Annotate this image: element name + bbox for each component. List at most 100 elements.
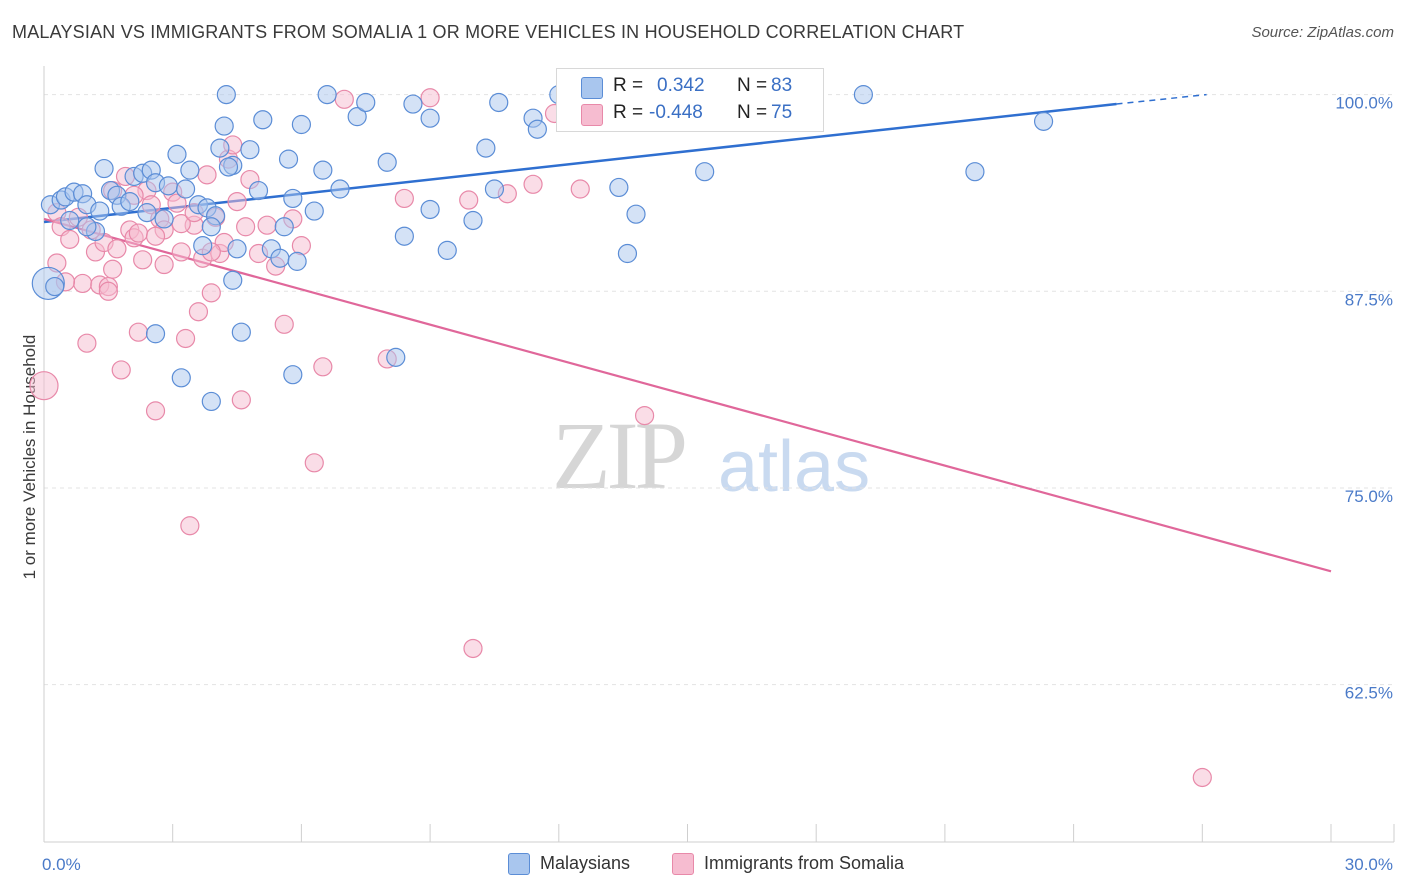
legend-label: Malaysians	[540, 853, 631, 873]
somalia-point	[394, 188, 414, 209]
malaysian-point	[317, 85, 337, 105]
malaysian-point	[313, 160, 333, 180]
legend-r-label: R =	[613, 102, 644, 123]
x-tick-label: 0.0%	[42, 855, 81, 874]
malaysian-point	[201, 217, 221, 237]
somalia-point	[180, 516, 200, 536]
malaysian-point	[240, 140, 260, 160]
somalia-point	[107, 239, 127, 259]
somalia-point	[188, 302, 209, 322]
malaysian-point	[253, 110, 273, 130]
malaysian-point	[965, 162, 985, 182]
malaysian-point	[193, 236, 213, 256]
malaysian-point	[201, 391, 221, 412]
somalia-point	[236, 217, 256, 237]
malaysian-point	[175, 179, 196, 199]
trend-lines	[43, 93, 1332, 573]
somalia-point	[29, 371, 59, 401]
stats-legend: R = 0.342 N = 83 R = -0.448 N = 75	[556, 68, 824, 132]
tick-labels: 100.0% 87.5% 75.0% 62.5% 0.0% 30.0%	[42, 94, 1393, 874]
malaysian-point	[137, 203, 157, 223]
somalia-point	[570, 179, 590, 199]
legend-swatch-blue	[508, 853, 530, 875]
somalia-point	[313, 357, 333, 377]
malaysian-point	[484, 179, 505, 199]
legend-swatch-pink	[581, 104, 603, 126]
somalia-point	[77, 333, 97, 353]
malaysian-point	[403, 94, 423, 114]
malaysian-point	[287, 251, 307, 271]
malaysian-point	[145, 324, 166, 344]
malaysian-point	[463, 210, 483, 231]
somalia-point	[257, 215, 277, 235]
somalia-point	[231, 390, 251, 410]
watermark-atlas: atlas	[718, 427, 871, 507]
malaysian-point	[420, 108, 440, 128]
malaysian-point	[274, 217, 294, 237]
malaysian-point	[437, 240, 457, 260]
malaysian-point	[420, 199, 440, 220]
malaysian-point	[223, 270, 243, 290]
somalia-point	[171, 242, 191, 262]
somalia-point	[111, 360, 131, 380]
malaysian-point	[158, 176, 179, 196]
malaysian-point	[386, 347, 406, 367]
somalia-point	[128, 322, 148, 342]
malaysian-point	[218, 157, 239, 177]
somalia-point	[1192, 767, 1212, 788]
legend-r-value: -0.448	[649, 102, 703, 123]
malaysian-point	[216, 85, 236, 105]
series-malaysians-points	[31, 85, 1054, 412]
somalia-point	[175, 328, 196, 349]
malaysian-point	[527, 119, 547, 139]
legend-n-value: 83	[771, 75, 793, 96]
malaysians-trend-line	[43, 102, 1117, 224]
malaysian-point	[248, 180, 269, 201]
legend-n-label: N =	[737, 102, 768, 123]
malaysian-point	[304, 201, 324, 221]
malaysian-point	[347, 107, 367, 127]
somalia-point	[103, 259, 123, 279]
legend-swatch-pink	[672, 853, 694, 875]
somalia-point	[98, 281, 118, 301]
malaysian-point	[77, 217, 97, 237]
somalia-point	[145, 401, 166, 421]
malaysian-point	[90, 201, 110, 221]
somalia-point	[304, 453, 324, 473]
source-label: Source: ZipAtlas.com	[1251, 24, 1394, 41]
malaysian-point	[94, 158, 114, 179]
malaysian-point	[60, 210, 80, 231]
malaysian-point	[626, 204, 646, 224]
somalia-point	[459, 190, 479, 210]
malaysian-point	[180, 160, 200, 180]
somalia-point	[291, 236, 311, 256]
malaysian-point	[227, 239, 247, 259]
y-tick-label: 87.5%	[1345, 290, 1393, 309]
malaysian-point	[214, 116, 234, 136]
somalia-point	[227, 191, 247, 212]
somalia-point	[60, 229, 80, 249]
somalia-point	[201, 283, 221, 303]
legend-n-label: N =	[737, 75, 768, 96]
malaysian-point	[167, 144, 187, 164]
malaysian-point	[154, 209, 174, 229]
somalia-point	[197, 165, 217, 185]
malaysian-point	[120, 191, 140, 212]
somalia-point	[128, 223, 148, 243]
malaysian-point	[489, 92, 509, 113]
watermark-zip: ZIP	[552, 402, 688, 509]
malaysian-point	[617, 243, 638, 264]
y-tick-label: 62.5%	[1345, 684, 1393, 703]
malaysian-point	[278, 149, 299, 169]
somalia-point	[145, 226, 166, 246]
legend-r-value: 0.342	[657, 75, 705, 96]
malaysian-point	[231, 322, 251, 342]
legend-row-malaysians: R = 0.342 N = 83	[557, 74, 823, 100]
chart-title: MALAYSIAN VS IMMIGRANTS FROM SOMALIA 1 O…	[12, 22, 965, 42]
malaysians-trend-extension	[1116, 93, 1207, 105]
somalia-point	[133, 250, 153, 270]
somalia-point	[463, 638, 483, 659]
y-tick-label: 75.0%	[1345, 487, 1393, 506]
legend-r-label: R =	[613, 75, 644, 96]
malaysian-point	[283, 188, 303, 209]
